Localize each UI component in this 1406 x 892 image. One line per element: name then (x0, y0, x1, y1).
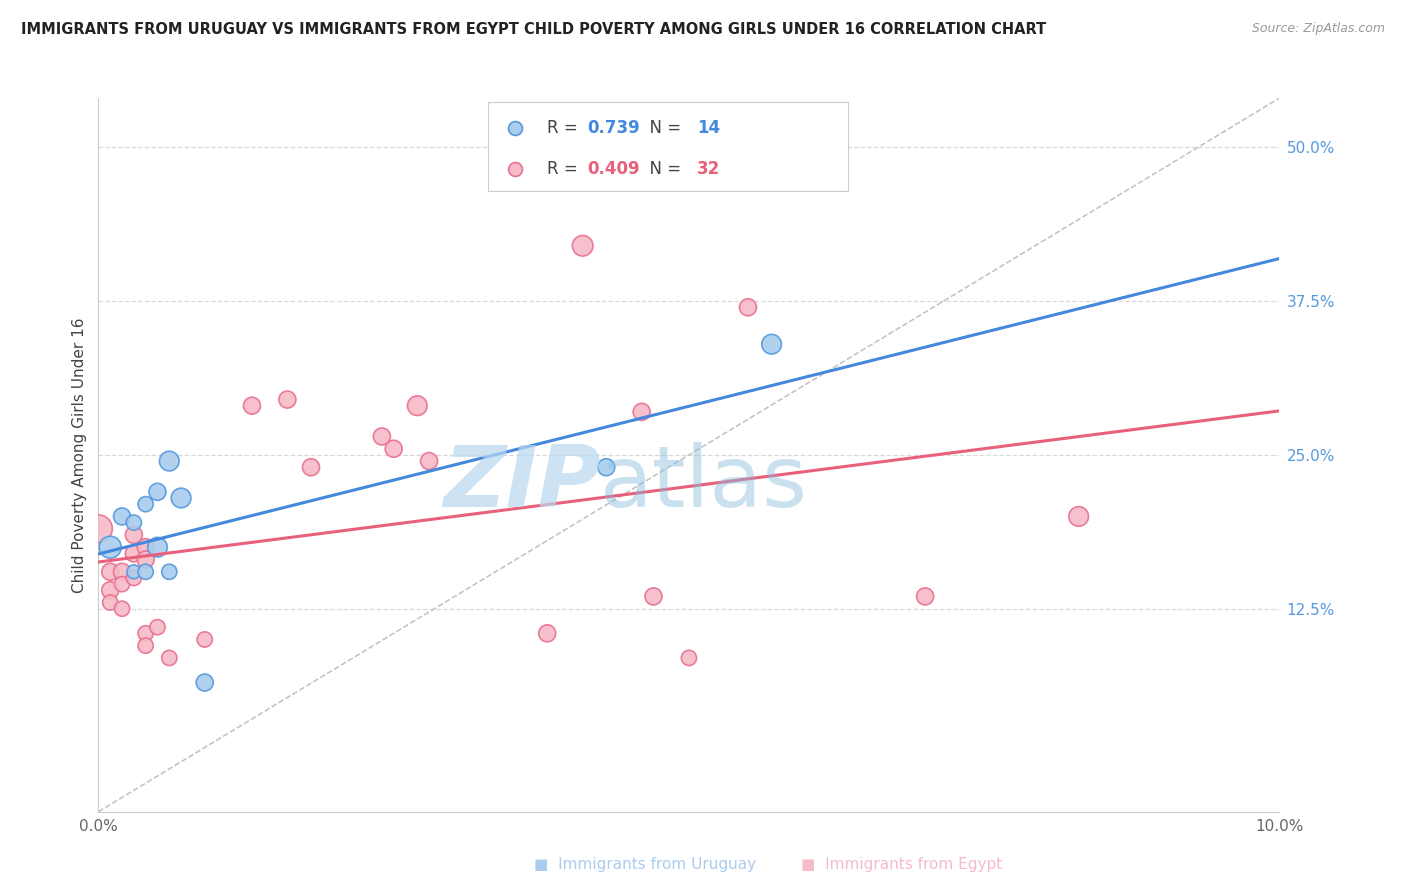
Text: N =: N = (640, 161, 686, 178)
Text: 14: 14 (697, 120, 720, 137)
Point (1067, 509, 1090, 524)
Text: N =: N = (640, 120, 686, 137)
Point (536, 626, 558, 640)
Point (761, 337, 783, 351)
Point (98, 596, 121, 610)
Point (170, 491, 193, 505)
Point (299, 460, 322, 475)
Point (194, 632, 217, 647)
FancyBboxPatch shape (488, 102, 848, 191)
Point (135, 497, 157, 511)
Text: R =: R = (547, 161, 583, 178)
Point (122, 546, 145, 560)
Point (98, 540, 121, 554)
Point (276, 392, 298, 407)
Point (111, 565, 134, 579)
Point (98, 583, 121, 598)
Point (737, 300, 759, 314)
Text: R =: R = (547, 120, 583, 137)
Text: atlas: atlas (600, 442, 808, 525)
Point (87, 522, 110, 536)
Point (240, 399, 263, 413)
Point (382, 442, 405, 456)
Point (643, 590, 665, 604)
Point (98, 565, 121, 579)
Text: 0.739: 0.739 (588, 120, 640, 137)
Point (146, 484, 169, 499)
Text: 0.409: 0.409 (588, 161, 640, 178)
Point (146, 620, 169, 634)
Point (135, 639, 157, 653)
Point (630, 405, 652, 419)
Point (418, 454, 440, 468)
Point (122, 571, 145, 585)
Point (595, 460, 617, 475)
Point (914, 590, 936, 604)
Point (122, 565, 145, 579)
Point (135, 565, 157, 579)
Point (122, 528, 145, 542)
Point (371, 429, 394, 443)
Point (146, 540, 169, 554)
Point (135, 540, 157, 554)
Point (135, 626, 157, 640)
Point (122, 516, 145, 530)
Point (135, 552, 157, 566)
Text: ZIP: ZIP (443, 442, 600, 525)
Text: IMMIGRANTS FROM URUGUAY VS IMMIGRANTS FROM EGYPT CHILD POVERTY AMONG GIRLS UNDER: IMMIGRANTS FROM URUGUAY VS IMMIGRANTS FR… (21, 22, 1046, 37)
Text: 32: 32 (697, 161, 720, 178)
Point (157, 651, 180, 665)
Point (157, 454, 180, 468)
Text: ■  Immigrants from Egypt: ■ Immigrants from Egypt (801, 857, 1002, 872)
Point (111, 601, 134, 615)
Point (157, 565, 180, 579)
Text: Source: ZipAtlas.com: Source: ZipAtlas.com (1251, 22, 1385, 36)
Point (111, 509, 134, 524)
Point (406, 399, 429, 413)
Y-axis label: Child Poverty Among Girls Under 16: Child Poverty Among Girls Under 16 (72, 318, 87, 592)
Point (194, 675, 217, 690)
Point (571, 239, 593, 253)
Point (678, 651, 700, 665)
Point (111, 577, 134, 591)
Text: ■  Immigrants from Uruguay: ■ Immigrants from Uruguay (534, 857, 756, 872)
